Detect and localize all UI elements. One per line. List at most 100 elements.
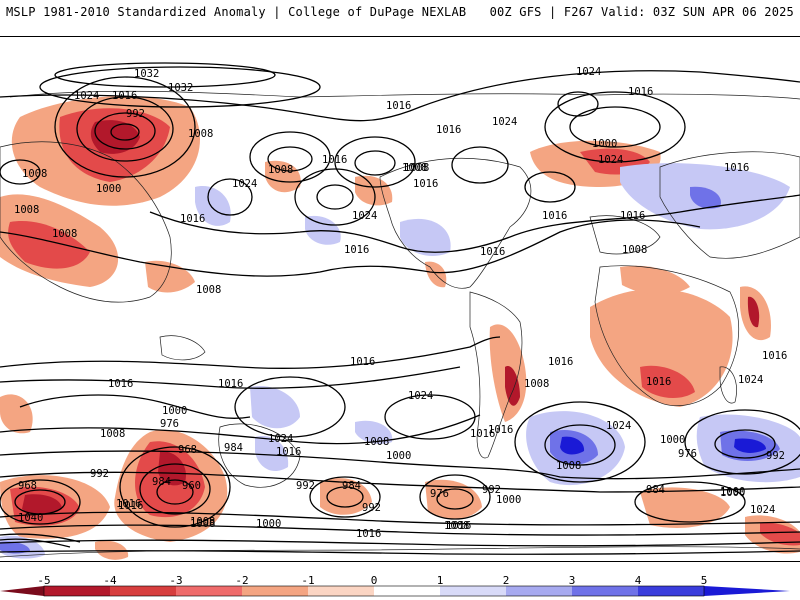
contour-label: 1016 xyxy=(620,210,645,222)
contour-label: 1016 xyxy=(724,162,749,174)
anomaly-blob xyxy=(590,288,733,407)
contour-label: 1008 xyxy=(190,518,215,530)
contour-label: 960 xyxy=(182,480,201,492)
contour-label: 1024 xyxy=(352,210,377,222)
isobars xyxy=(0,62,800,555)
colorbar-tick-label: 3 xyxy=(569,574,576,587)
anomaly-blob xyxy=(255,436,289,472)
anomaly-blob xyxy=(400,218,451,257)
colorbar-swatch xyxy=(308,586,374,596)
model-valid-info: 00Z GFS | F267 Valid: 03Z SUN APR 06 202… xyxy=(489,5,794,19)
contour-label: 1000 xyxy=(660,434,685,446)
coastline xyxy=(659,151,800,259)
isobar xyxy=(436,488,474,510)
isobar xyxy=(334,136,416,188)
anomaly-blob xyxy=(355,420,393,444)
contour-label: 1016 xyxy=(470,428,495,440)
anomaly-blob xyxy=(158,451,186,486)
isobar xyxy=(119,446,231,528)
isobar xyxy=(384,394,476,440)
isobar xyxy=(39,66,321,108)
colorbar-tick-label: 4 xyxy=(635,574,642,587)
isobar xyxy=(451,146,509,184)
contour-label: 984 xyxy=(152,476,171,488)
contour-label: 1000 xyxy=(162,405,187,417)
colorbar-swatch xyxy=(638,586,704,596)
contour-label: 1016 xyxy=(112,90,137,102)
anomaly-blob xyxy=(265,160,301,193)
colorbar-swatches xyxy=(0,585,790,597)
isobar xyxy=(0,450,800,480)
isobar xyxy=(544,91,686,163)
isobar xyxy=(76,96,174,162)
coastline xyxy=(9,90,800,100)
contour-label: 1024 xyxy=(408,390,433,402)
contour-label: 1024 xyxy=(738,374,763,386)
isobar xyxy=(0,524,800,536)
colorbar-swatch xyxy=(110,586,176,596)
contour-label: 1008 xyxy=(268,164,293,176)
isobar xyxy=(354,150,396,176)
colorbar-arrow-left xyxy=(0,586,44,596)
contour-label: 1024 xyxy=(268,433,293,445)
contour-label: 1008 xyxy=(190,516,215,528)
contour-label: 1016 xyxy=(356,528,381,540)
colorbar-tick-label: -1 xyxy=(301,574,314,587)
isobar xyxy=(267,146,313,172)
anomaly-blob xyxy=(640,487,730,528)
contour-label: 1016 xyxy=(480,246,505,258)
contour-label: 1016 xyxy=(322,154,347,166)
contour-label: 1008 xyxy=(364,436,389,448)
anomaly-blob xyxy=(250,386,300,429)
contour-label: 976 xyxy=(430,488,449,500)
coastline xyxy=(379,157,532,289)
colorbar-outline xyxy=(43,585,705,597)
colorbar-swatch xyxy=(506,586,572,596)
isobar xyxy=(19,394,251,419)
colorbar-tick-label: -5 xyxy=(37,574,50,587)
isobar xyxy=(0,219,701,277)
contour-label: 1000 xyxy=(496,494,521,506)
contour-label: 1016 xyxy=(180,213,205,225)
contour-label: 1008 xyxy=(196,284,221,296)
contour-label: 992 xyxy=(482,484,501,496)
isobar xyxy=(714,429,776,459)
isobar xyxy=(544,424,616,466)
isobar xyxy=(149,194,800,253)
coastline xyxy=(594,265,740,407)
contour-label: 1008 xyxy=(22,168,47,180)
colorbar-swatch xyxy=(176,586,242,596)
contour-label: 1000 xyxy=(96,183,121,195)
page-title: MSLP 1981-2010 Standardized Anomaly | Co… xyxy=(6,5,467,19)
colorbar-swatch xyxy=(440,586,506,596)
coastline xyxy=(589,215,661,255)
contour-label: 1000 xyxy=(720,486,745,498)
anomaly-blob xyxy=(22,494,62,515)
contour-label: 1016 xyxy=(436,124,461,136)
contour-label: 1016 xyxy=(413,178,438,190)
contour-label: 1024 xyxy=(598,154,623,166)
contour-label: 1008 xyxy=(402,162,427,174)
colorbar-swatch xyxy=(242,586,308,596)
colorbar-swatch xyxy=(374,586,440,596)
isobar xyxy=(0,479,81,525)
isobar xyxy=(419,474,491,520)
isobar xyxy=(514,401,646,483)
isobar xyxy=(0,511,800,526)
anomaly-blob xyxy=(560,436,585,455)
coastline xyxy=(469,291,523,459)
anomaly-blob xyxy=(690,186,721,209)
isobar xyxy=(0,70,800,122)
isobar xyxy=(294,168,376,226)
coastline xyxy=(0,546,800,558)
contour-label: 1024 xyxy=(576,66,601,78)
positive-anomaly-shading xyxy=(0,163,800,559)
contour-label: 1016 xyxy=(548,356,573,368)
anomaly-blob xyxy=(8,221,90,269)
coastline xyxy=(159,335,206,361)
colorbar-tick-label: 5 xyxy=(701,574,708,587)
colorbar-swatch xyxy=(572,586,638,596)
anomaly-blob xyxy=(0,394,33,434)
colorbar-ticks: -5 -4 -3 -2 -1 0 1 2 3 4 5 xyxy=(37,574,707,587)
isobar xyxy=(316,184,354,210)
